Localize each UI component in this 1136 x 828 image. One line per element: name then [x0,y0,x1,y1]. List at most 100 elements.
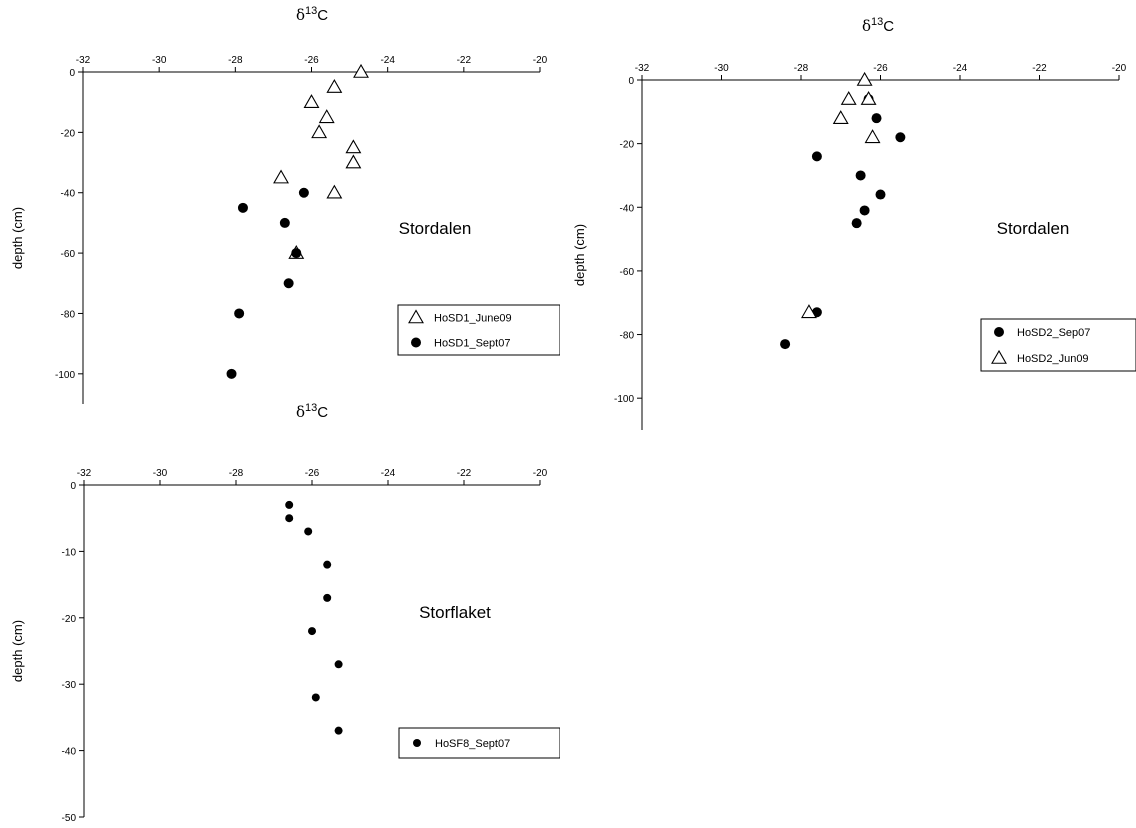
data-point [895,132,906,143]
legend-marker [413,739,421,747]
y-tick-label: -100 [614,394,634,405]
legend-label: HoSD1_Sept07 [434,338,510,350]
y-tick-label: -20 [62,614,77,625]
data-point [334,726,343,735]
chart-svg: δ13C -32 -30 -28 -26 -24 -22 -20 0 -10 -20 -30 -40 -5… [10,402,561,824]
data-point [840,90,857,105]
data-point [323,560,332,569]
y-tick-label: -50 [62,813,77,823]
y-tick-label: -20 [61,128,76,139]
data-point [226,368,237,379]
x-tick-label: -26 [305,468,320,479]
chart-svg: δ13C -32 -30 -28 -26 -24 -22 -20 0 -20 -40 -60 -80 -1… [572,16,1136,430]
data-point [283,278,294,289]
data-point [801,304,817,319]
x-tick-label: -32 [635,63,650,74]
data-point [234,308,245,319]
y-tick-label: -20 [620,140,635,151]
site-annotation: Storflaket [419,603,491,622]
data-point [859,205,870,216]
y-tick-label: -80 [620,331,635,342]
chart-title: δ13C [862,16,894,35]
x-tick-label: -20 [533,55,548,66]
x-tick-label: -30 [153,468,168,479]
data-point [323,593,332,602]
x-tick-label: -20 [1112,63,1127,74]
y-tick-label: -40 [62,747,77,758]
data-point [326,78,343,93]
y-tick-label: -30 [62,680,77,691]
chart-storflaket-hosf8: δ13C -32 -30 -28 -26 -24 -22 -20 0 -10 -20 -30 -40 -5… [0,395,561,824]
data-point [345,154,362,169]
chart-title: δ13C [296,5,328,24]
data-point [311,124,328,139]
data-point [345,139,362,154]
data-point [326,184,343,199]
y-tick-label: -60 [620,267,635,278]
data-point [855,170,866,181]
data-point [304,527,313,536]
x-tick-label: -28 [794,63,809,74]
y-tick-label: -60 [61,249,76,260]
chart-svg: δ13C -32 -30 -28 -26 -24 -22 -20 0 -20 -40 -60 -80 -1… [10,5,561,404]
chart-title: δ13C [296,402,328,421]
legend-marker [408,309,424,324]
x-tick-label: -20 [533,468,548,479]
data-point [303,94,320,108]
y-tick-label: 0 [70,481,76,492]
site-annotation: Stordalen [997,219,1070,238]
data-point [237,202,248,213]
legend-label: HoSD1_June09 [434,313,512,325]
y-tick-label: -80 [61,309,76,320]
data-point [291,248,302,259]
y-axis-label: depth (cm) [10,620,25,682]
x-tick-label: -22 [457,55,472,66]
legend-marker [411,337,421,348]
data-point [279,217,290,228]
y-axis-label: depth (cm) [572,224,587,286]
legend-box [980,318,1136,372]
data-point [273,169,289,184]
data-point [811,151,822,162]
x-tick-label: -24 [381,468,396,479]
x-tick-label: -28 [229,468,244,479]
x-tick-label: -22 [457,468,472,479]
legend-label: HoSD2_Sep07 [1017,327,1090,339]
data-point [308,627,316,636]
data-point [285,514,294,523]
x-tick-label: -24 [953,63,968,74]
data-point [780,339,791,350]
y-tick-label: 0 [628,76,634,87]
data-point [334,660,343,669]
x-tick-label: -28 [228,55,243,66]
legend-box [397,304,561,356]
data-point [285,500,294,509]
data-point [860,90,877,105]
x-tick-label: -26 [873,63,888,74]
data-point [318,109,335,124]
data-point [875,189,886,200]
x-tick-label: -32 [77,468,92,479]
data-point [298,187,309,198]
data-point [856,71,873,86]
chart-stordalen-hosd1: δ13C -32 -30 -28 -26 -24 -22 -20 0 -20 -40 -60 -80 -1… [0,0,561,410]
y-tick-label: -40 [61,189,76,200]
legend-label: HoSF8_Sept07 [435,738,510,750]
x-tick-label: -26 [304,55,319,66]
data-point [871,113,882,124]
data-point [851,218,862,229]
site-annotation: Stordalen [399,219,472,238]
y-tick-label: -100 [55,370,75,381]
data-point [311,693,320,702]
x-tick-label: -32 [76,55,91,66]
data-point [353,63,369,78]
x-tick-label: -30 [714,63,729,74]
x-tick-label: -22 [1032,63,1047,74]
y-axis-label: depth (cm) [10,207,25,269]
legend-label: HoSD2_Jun09 [1017,353,1089,365]
x-tick-label: -30 [152,55,167,66]
legend-marker [994,327,1004,337]
y-tick-label: -40 [620,203,635,214]
x-tick-label: -24 [380,55,395,66]
chart-stordalen-hosd2: δ13C -32 -30 -28 -26 -24 -22 -20 0 -20 -40 -60 -80 -1… [568,0,1136,440]
